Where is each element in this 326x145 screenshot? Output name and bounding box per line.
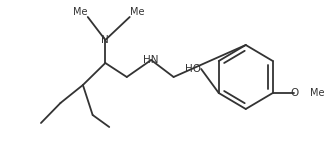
- Text: Me: Me: [310, 88, 324, 98]
- Text: Me: Me: [130, 7, 144, 17]
- Text: HN: HN: [143, 55, 159, 65]
- Text: O: O: [290, 88, 298, 98]
- Text: HO: HO: [185, 64, 201, 74]
- Text: Me: Me: [73, 7, 88, 17]
- Text: N: N: [101, 35, 109, 45]
